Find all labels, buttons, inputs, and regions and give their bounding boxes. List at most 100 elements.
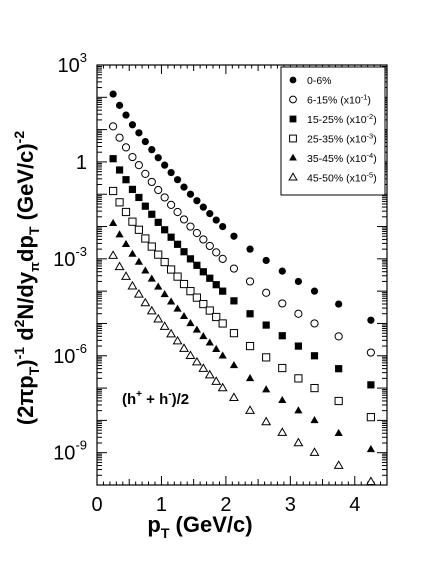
data-point	[217, 382, 228, 392]
data-point	[161, 226, 169, 234]
y-tick-label: 1	[76, 152, 87, 174]
data-point	[172, 335, 183, 345]
series-filled-circle	[109, 90, 375, 324]
data-point	[186, 190, 195, 198]
data-point	[133, 288, 144, 298]
data-point	[191, 356, 202, 366]
y-tick-label: 10-3	[53, 244, 87, 271]
data-point	[218, 351, 227, 359]
data-point	[179, 343, 189, 352]
data-point	[334, 396, 343, 406]
y-tick-label: 10-9	[53, 438, 87, 465]
data-point	[219, 287, 227, 295]
data-point	[167, 265, 176, 274]
data-point	[211, 376, 222, 385]
data-point	[180, 248, 188, 256]
data-point	[146, 305, 157, 315]
data-point	[153, 313, 164, 323]
data-point	[134, 161, 143, 170]
data-point	[278, 363, 287, 373]
x-tick-label: 2	[220, 494, 231, 516]
data-point	[366, 348, 375, 357]
series-open-square	[109, 186, 375, 422]
legend-marker	[289, 153, 297, 161]
data-point	[212, 312, 221, 322]
data-point	[108, 250, 119, 259]
data-point	[179, 279, 189, 289]
plot-frame	[96, 64, 388, 486]
data-point	[115, 101, 124, 109]
data-point	[246, 245, 254, 253]
data-point	[278, 332, 286, 340]
data-point	[367, 316, 375, 324]
data-point	[193, 261, 201, 269]
data-point	[294, 406, 303, 414]
data-point	[128, 185, 137, 193]
data-point	[186, 255, 195, 263]
data-point	[122, 176, 130, 184]
data-point	[115, 230, 124, 238]
legend-marker	[289, 115, 297, 123]
series-filled-triangle	[109, 218, 375, 453]
data-point	[121, 207, 131, 217]
data-point	[173, 304, 182, 312]
data-point	[121, 271, 131, 280]
data-point	[334, 332, 343, 341]
data-point	[154, 218, 162, 226]
data-point	[173, 272, 182, 281]
data-point	[333, 460, 344, 469]
data-point	[185, 350, 196, 359]
data-point	[154, 154, 162, 162]
data-point	[212, 216, 220, 224]
data-point	[219, 222, 227, 231]
data-point	[199, 235, 208, 244]
data-point	[192, 325, 201, 333]
data-point	[173, 207, 182, 217]
data-point	[115, 198, 124, 207]
legend-label: 35-45% (x10-4)	[307, 151, 377, 165]
data-point	[167, 200, 176, 209]
legend-marker	[289, 95, 297, 104]
data-point	[199, 203, 207, 211]
data-point	[228, 392, 239, 401]
data-point	[199, 299, 208, 309]
data-point	[193, 197, 201, 205]
data-point	[310, 319, 319, 328]
legend-box	[280, 66, 386, 196]
legend-marker	[289, 134, 297, 143]
data-point	[205, 241, 214, 251]
data-point	[262, 321, 270, 329]
x-tick-label: 4	[349, 494, 360, 516]
data-point	[229, 329, 239, 338]
data-point	[245, 277, 255, 286]
data-point	[205, 338, 214, 346]
data-point	[147, 274, 156, 282]
legend-label: 0-6%	[307, 75, 332, 87]
data-point	[206, 274, 214, 282]
data-point	[114, 261, 125, 271]
data-point	[141, 202, 149, 210]
data-point	[135, 129, 143, 137]
data-point	[366, 445, 375, 453]
data-point	[109, 155, 117, 163]
data-point	[109, 122, 118, 131]
legend-label: 45-50% (x10-5)	[307, 171, 377, 185]
data-point	[245, 341, 255, 351]
data-point	[294, 309, 303, 318]
particle-annotation: (h+ + h-)/2	[122, 389, 189, 408]
data-point	[334, 428, 343, 437]
data-point	[148, 146, 156, 154]
series-open-triangle	[108, 250, 376, 485]
data-point	[294, 374, 303, 383]
y-tick-label: 10-6	[53, 341, 87, 368]
data-point	[293, 437, 304, 447]
data-point	[229, 264, 239, 273]
data-point	[161, 161, 169, 169]
data-point	[154, 250, 163, 259]
data-point	[205, 306, 214, 315]
data-point	[309, 447, 320, 456]
data-point	[294, 342, 302, 350]
data-point	[160, 289, 169, 298]
data-point	[166, 328, 177, 338]
data-point	[122, 111, 130, 119]
